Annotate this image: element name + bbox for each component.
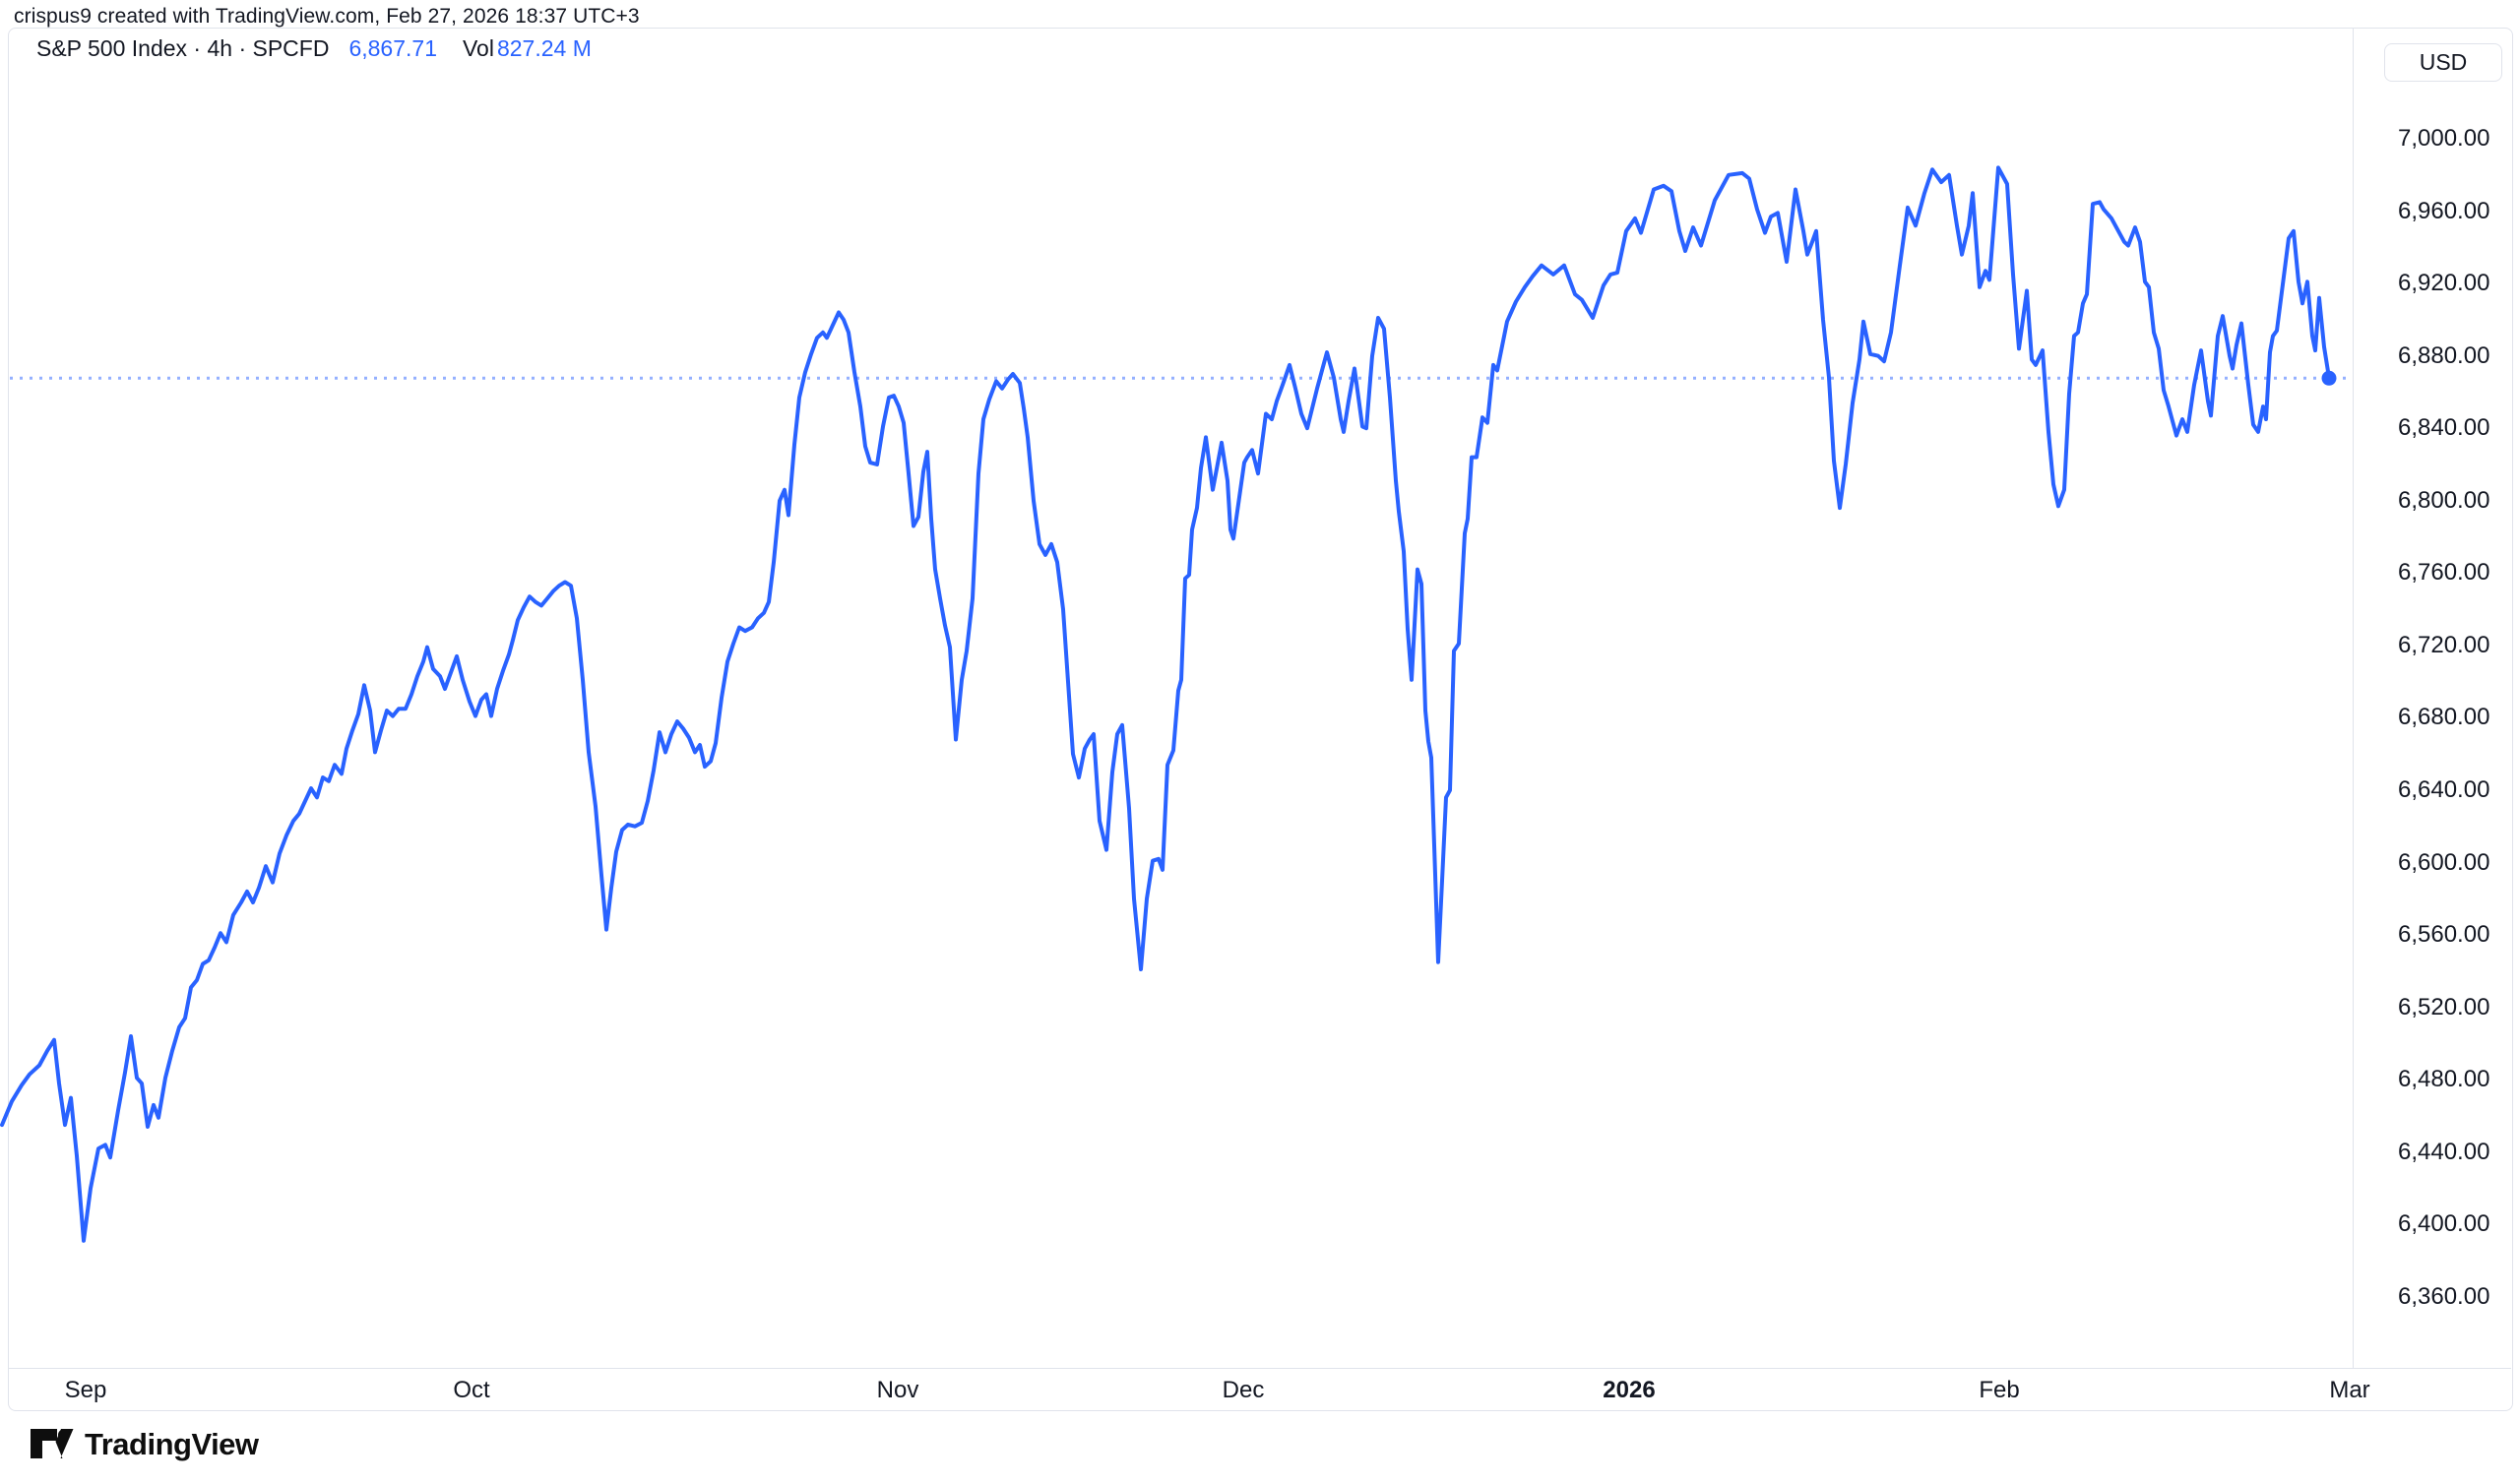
currency-button[interactable]: USD (2384, 43, 2502, 82)
price-tick-label: 6,640.00 (2398, 776, 2490, 803)
price-series-line[interactable] (0, 165, 2331, 1243)
last-price-value: 6,867.71 (348, 35, 437, 61)
time-tick-label: Nov (876, 1377, 919, 1403)
price-tick-label: 6,400.00 (2398, 1210, 2490, 1238)
price-tick-label: 6,600.00 (2398, 848, 2490, 876)
price-tick-label: 6,840.00 (2398, 414, 2490, 442)
chart-panel (8, 28, 2513, 1411)
last-price-dot (2321, 370, 2337, 386)
time-tick-label: Mar (2329, 1377, 2370, 1403)
price-tick-label: 6,760.00 (2398, 559, 2490, 587)
time-tick-label: Oct (453, 1377, 490, 1403)
price-tick-label: 6,680.00 (2398, 704, 2490, 731)
volume-value: 827.24 M (496, 35, 592, 61)
price-tick-label: 6,520.00 (2398, 993, 2490, 1020)
time-tick-label: Sep (64, 1377, 107, 1403)
price-tick-label: 6,360.00 (2398, 1282, 2490, 1310)
time-tick-label: Feb (1979, 1377, 2020, 1403)
tradingview-logo[interactable]: TradingView (30, 1427, 259, 1462)
price-axis-separator (2353, 29, 2354, 1368)
price-tick-label: 7,000.00 (2398, 125, 2490, 152)
tradingview-mark-icon (31, 1429, 74, 1458)
price-tick-label: 6,480.00 (2398, 1066, 2490, 1093)
price-tick-label: 6,880.00 (2398, 341, 2490, 369)
price-tick-label: 6,800.00 (2398, 486, 2490, 514)
time-tick-label: Dec (1222, 1377, 1265, 1403)
attribution-text: crispus9 created with TradingView.com, F… (14, 5, 640, 28)
time-axis-separator (9, 1368, 2511, 1369)
price-tick-label: 6,920.00 (2398, 270, 2490, 297)
symbol-title[interactable]: S&P 500 Index · 4h · SPCFD (36, 35, 330, 61)
volume-label: Vol (462, 35, 494, 61)
symbol-legend: S&P 500 Index · 4h · SPCFD 6,867.71 Vol … (36, 35, 592, 62)
price-tick-label: 6,560.00 (2398, 921, 2490, 949)
tradingview-brand-text: TradingView (85, 1427, 259, 1461)
price-tick-label: 6,960.00 (2398, 197, 2490, 224)
time-tick-label: 2026 (1603, 1377, 1656, 1403)
price-tick-label: 6,440.00 (2398, 1138, 2490, 1165)
price-tick-label: 6,720.00 (2398, 631, 2490, 658)
